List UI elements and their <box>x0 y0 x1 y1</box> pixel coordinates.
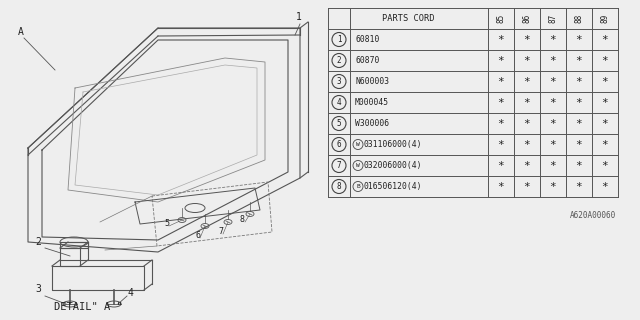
Text: *: * <box>524 55 531 66</box>
Text: *: * <box>550 140 556 149</box>
Text: *: * <box>498 181 504 191</box>
Text: *: * <box>524 76 531 86</box>
Text: 6: 6 <box>337 140 341 149</box>
Text: 3: 3 <box>35 284 41 294</box>
Text: *: * <box>575 118 582 129</box>
Text: *: * <box>550 98 556 108</box>
Text: *: * <box>524 140 531 149</box>
Text: 5: 5 <box>337 119 341 128</box>
Text: M000045: M000045 <box>355 98 389 107</box>
Text: 85: 85 <box>497 14 506 23</box>
Text: *: * <box>550 118 556 129</box>
Text: B: B <box>356 184 360 189</box>
Text: *: * <box>498 98 504 108</box>
Text: 032006000(4): 032006000(4) <box>364 161 422 170</box>
Text: *: * <box>498 55 504 66</box>
Text: *: * <box>602 140 609 149</box>
Text: *: * <box>575 140 582 149</box>
Text: *: * <box>498 35 504 44</box>
Text: 3: 3 <box>337 77 341 86</box>
Text: 5: 5 <box>164 219 169 228</box>
Text: 89: 89 <box>600 14 609 23</box>
Text: 8: 8 <box>240 215 245 224</box>
Text: 60870: 60870 <box>355 56 380 65</box>
Text: *: * <box>498 118 504 129</box>
Text: 1: 1 <box>296 12 302 22</box>
Text: *: * <box>498 140 504 149</box>
Text: *: * <box>575 161 582 171</box>
Text: *: * <box>524 35 531 44</box>
Text: 016506120(4): 016506120(4) <box>364 182 422 191</box>
Text: 88: 88 <box>575 14 584 23</box>
Text: 60810: 60810 <box>355 35 380 44</box>
Text: 2: 2 <box>337 56 341 65</box>
Text: DETAIL" A ": DETAIL" A " <box>54 302 122 312</box>
Text: 1: 1 <box>337 35 341 44</box>
Text: W: W <box>356 142 360 147</box>
Text: *: * <box>550 35 556 44</box>
Text: N600003: N600003 <box>355 77 389 86</box>
Text: 8: 8 <box>337 182 341 191</box>
Text: 7: 7 <box>337 161 341 170</box>
Text: *: * <box>575 55 582 66</box>
Text: *: * <box>550 161 556 171</box>
Text: *: * <box>550 181 556 191</box>
Text: W300006: W300006 <box>355 119 389 128</box>
Text: *: * <box>602 181 609 191</box>
Text: *: * <box>524 181 531 191</box>
Text: *: * <box>524 161 531 171</box>
Text: *: * <box>575 181 582 191</box>
Text: *: * <box>575 98 582 108</box>
Text: W: W <box>356 163 360 168</box>
Text: *: * <box>524 118 531 129</box>
Text: 4: 4 <box>128 288 134 298</box>
Text: *: * <box>602 76 609 86</box>
Text: *: * <box>602 161 609 171</box>
Text: *: * <box>575 35 582 44</box>
Text: *: * <box>550 76 556 86</box>
Text: *: * <box>550 55 556 66</box>
Text: 6: 6 <box>195 231 200 240</box>
Text: 2: 2 <box>35 237 41 247</box>
Text: 87: 87 <box>548 14 557 23</box>
Text: PARTS CORD: PARTS CORD <box>381 14 435 23</box>
Text: A620A00060: A620A00060 <box>570 211 616 220</box>
Text: 031106000(4): 031106000(4) <box>364 140 422 149</box>
Text: *: * <box>498 76 504 86</box>
Text: 4: 4 <box>337 98 341 107</box>
Text: *: * <box>602 118 609 129</box>
Text: *: * <box>524 98 531 108</box>
Text: *: * <box>498 161 504 171</box>
Text: *: * <box>602 55 609 66</box>
Text: 86: 86 <box>522 14 531 23</box>
Text: *: * <box>602 35 609 44</box>
Text: 7: 7 <box>218 227 223 236</box>
Text: A: A <box>18 27 24 37</box>
Text: *: * <box>575 76 582 86</box>
Text: *: * <box>602 98 609 108</box>
